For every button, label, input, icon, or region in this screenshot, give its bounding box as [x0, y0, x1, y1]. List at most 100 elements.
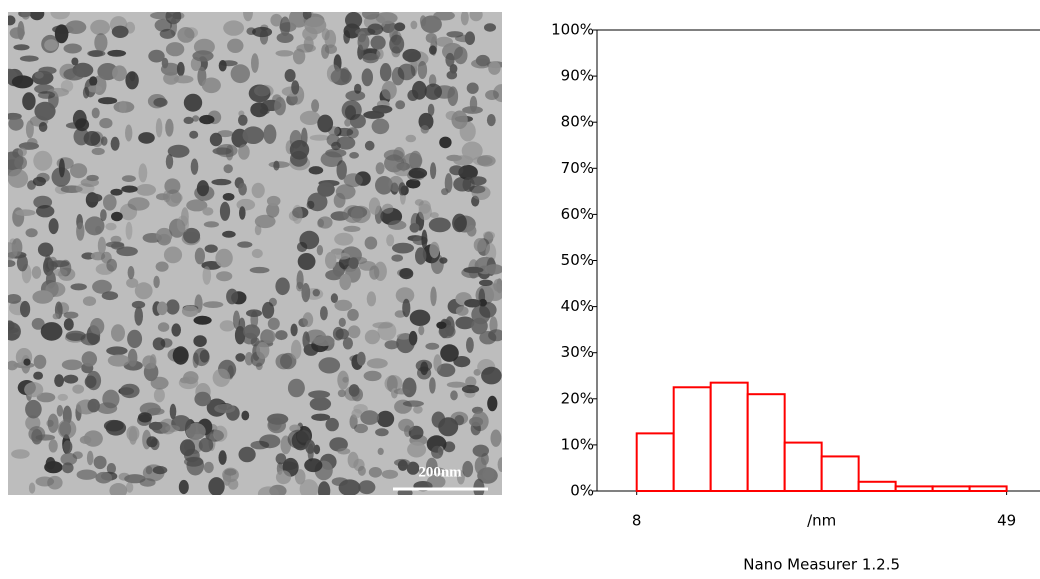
particle: [489, 316, 498, 334]
particle: [338, 479, 361, 495]
particle: [8, 242, 18, 261]
particle: [469, 12, 483, 22]
y-tick-label: 10%: [561, 435, 594, 453]
particle: [72, 384, 85, 394]
particle: [344, 118, 351, 127]
particle: [110, 235, 122, 244]
particle: [266, 202, 280, 218]
particle: [111, 242, 125, 250]
particle: [201, 77, 221, 94]
particle: [301, 283, 311, 303]
particle: [190, 158, 199, 175]
particle: [425, 342, 440, 350]
particle: [134, 306, 143, 326]
particle: [194, 391, 211, 407]
particle: [460, 12, 469, 26]
particle: [428, 217, 451, 233]
particle: [8, 15, 16, 26]
particle: [90, 19, 110, 36]
particle: [438, 417, 459, 437]
particle: [317, 114, 334, 133]
particle: [435, 36, 453, 47]
particle: [427, 103, 435, 117]
particle: [93, 455, 107, 470]
particle: [395, 100, 406, 110]
particle: [125, 124, 133, 142]
particle: [125, 71, 139, 90]
particle: [238, 182, 247, 196]
particle: [110, 188, 123, 196]
particle: [371, 118, 390, 135]
particle: [157, 322, 170, 332]
particle: [11, 449, 30, 459]
particle: [33, 354, 47, 369]
particle: [53, 268, 68, 277]
particle: [19, 55, 39, 62]
particle: [430, 162, 437, 180]
particle: [28, 426, 46, 442]
particle: [440, 344, 459, 362]
particle: [469, 416, 484, 427]
particle: [413, 405, 423, 414]
particle: [95, 471, 112, 484]
particle: [439, 136, 452, 149]
bar: [746, 393, 786, 492]
particle: [176, 61, 185, 77]
particle: [81, 351, 98, 367]
particle: [120, 383, 140, 399]
particle: [312, 289, 320, 297]
particle: [38, 66, 57, 75]
particle: [436, 363, 456, 378]
particle: [170, 17, 178, 36]
particle: [320, 306, 328, 321]
particle: [362, 53, 379, 64]
particle: [429, 212, 439, 219]
particle: [243, 324, 261, 339]
y-tick-label: 0%: [570, 482, 594, 500]
particle: [179, 439, 196, 457]
particle: [370, 35, 386, 50]
particle: [103, 194, 117, 211]
particle: [222, 193, 235, 201]
particle: [109, 483, 128, 495]
particle: [56, 405, 64, 417]
particle: [15, 209, 36, 216]
particle: [172, 346, 189, 365]
particle: [126, 278, 139, 288]
particle: [101, 291, 119, 301]
particle: [153, 275, 160, 289]
particle: [357, 465, 366, 476]
y-tick-label: 20%: [561, 389, 594, 407]
particle: [134, 282, 153, 300]
particle: [9, 27, 25, 39]
particle: [466, 225, 477, 237]
particle: [291, 204, 303, 224]
particle: [478, 298, 487, 307]
particle: [161, 57, 169, 69]
particle: [497, 457, 502, 472]
particle: [165, 154, 174, 170]
particle: [308, 390, 331, 399]
particle: [296, 43, 316, 53]
particle: [325, 269, 343, 281]
x-axis-label: /nm: [807, 512, 836, 530]
particle: [493, 278, 502, 292]
particle: [418, 325, 425, 336]
scale-bar-label: 200nm: [418, 464, 462, 480]
particle: [150, 376, 169, 390]
particle: [369, 265, 380, 280]
particle: [339, 273, 352, 291]
particle: [366, 291, 377, 307]
particle: [302, 312, 314, 328]
particle: [346, 127, 359, 139]
particle: [306, 200, 315, 210]
particle: [294, 469, 306, 485]
particle: [139, 478, 156, 487]
particle: [163, 72, 179, 85]
particle: [402, 400, 424, 407]
particle: [407, 441, 427, 458]
particle: [204, 244, 218, 253]
particle: [276, 32, 294, 43]
particle: [208, 477, 225, 495]
